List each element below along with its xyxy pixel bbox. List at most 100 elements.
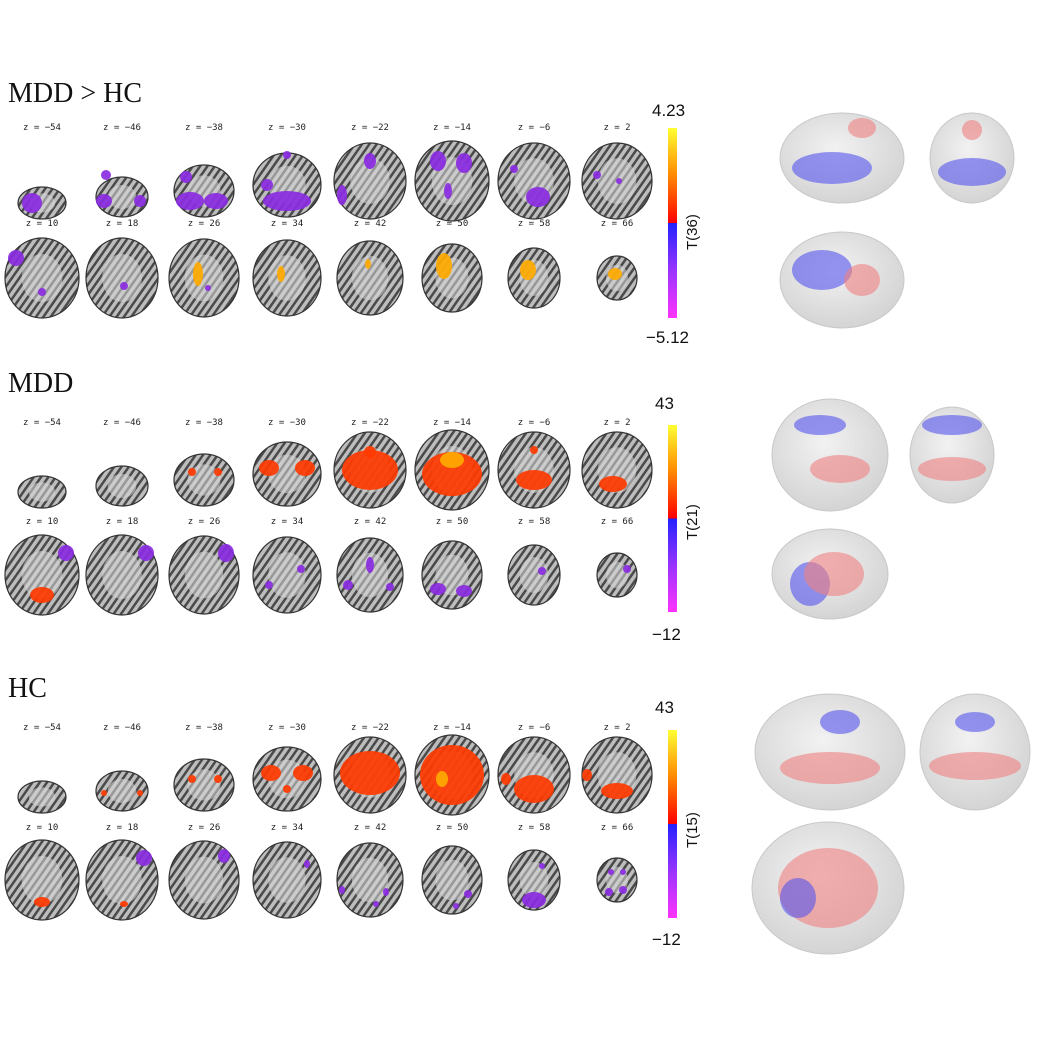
slice-label: z = −22 [351,418,389,428]
brain-slice: z = −46 [95,123,149,218]
brain-slice: z = 58 [507,219,561,309]
slice-label: z = 66 [601,823,634,833]
activation-cluster [204,193,228,209]
slice-label: z = −38 [185,723,223,733]
activation-cluster [526,187,550,207]
brain-slice: z = 66 [596,823,638,903]
activation-cluster [297,565,305,573]
slice-label: z = 42 [354,219,387,229]
colorbar [668,128,677,318]
activation-cluster [101,170,111,180]
activation-cluster [364,446,376,458]
panel-title: MDD > HC [8,78,143,109]
activation-cluster [343,580,353,590]
activation-cluster [792,250,852,290]
glass-brain-render [779,112,905,204]
activation-cluster [516,470,552,490]
activation-cluster [101,790,107,796]
activation-cluster [780,878,816,918]
brain-slice: z = −54 [17,418,67,509]
brain-slice: z = 18 [85,219,159,319]
slice-label: z = −54 [23,418,61,428]
activation-cluster [214,468,222,476]
activation-cluster [8,250,24,266]
slice-label: z = −46 [103,418,141,428]
colorbar [668,730,677,918]
slice-label: z = 2 [603,723,630,733]
activation-cluster [58,545,74,561]
brain-slice: z = −22 [333,123,407,220]
activation-cluster [218,849,230,863]
slice-label: z = −6 [518,723,551,733]
slice-label: z = −22 [351,723,389,733]
activation-cluster [608,268,622,280]
activation-cluster [436,771,448,787]
slice-label: z = 58 [518,219,551,229]
activation-cluster [218,544,234,562]
activation-cluster [780,752,880,784]
slice-label: z = 34 [271,219,304,229]
activation-cluster [593,171,601,179]
activation-cluster [456,585,472,597]
activation-cluster [510,165,518,173]
activation-cluster [436,253,452,279]
activation-cluster [605,888,613,896]
activation-cluster [456,153,472,173]
activation-cluster [295,460,315,476]
slice-label: z = 10 [26,823,59,833]
brain-slice: z = −6 [497,123,571,220]
activation-cluster [120,282,128,290]
activation-cluster [501,773,511,785]
colorbar-min: −12 [652,625,681,644]
activation-cluster [214,775,222,783]
activation-cluster [96,194,112,208]
slice-label: z = 26 [188,517,221,527]
activation-cluster [366,557,374,573]
activation-cluster [373,901,379,907]
activation-cluster [364,153,376,169]
slice-label: z = −54 [23,723,61,733]
slice-label: z = 66 [601,219,634,229]
brain-slice: z = −30 [252,418,322,507]
brain-slice: z = 34 [252,219,322,317]
activation-cluster [420,745,484,805]
activation-cluster [337,185,347,205]
activation-cluster [599,476,627,492]
slice-label: z = −38 [185,418,223,428]
slice-label: z = −6 [518,418,551,428]
activation-cluster [137,790,143,796]
activation-cluster [383,888,389,896]
activation-cluster [440,452,464,468]
activation-cluster [620,869,626,875]
slice-label: z = −30 [268,418,306,428]
slice-label: z = 2 [603,418,630,428]
brain-slice: z = 50 [421,219,483,313]
activation-cluster [848,118,876,138]
brain-slice: z = 2 [581,418,653,509]
slice-label: z = −46 [103,723,141,733]
activation-cluster [422,452,482,496]
activation-cluster [844,264,880,296]
brain-slice: z = 58 [507,517,561,606]
activation-cluster [616,178,622,184]
brain-slice: z = 18 [85,823,159,921]
slice-label: z = 50 [436,517,469,527]
activation-cluster [386,583,394,591]
slice-label: z = −22 [351,123,389,133]
colorbar-min: −12 [652,930,681,949]
brain-slice: z = 10 [4,517,80,616]
slice-label: z = −6 [518,123,551,133]
brain-slice: z = −30 [252,123,322,218]
slice-label: z = 42 [354,517,387,527]
slice-label: z = 50 [436,823,469,833]
brain-slice: z = −54 [17,723,67,814]
brain-slice: z = 50 [421,517,483,610]
brain-slice: z = −38 [173,418,235,507]
activation-cluster [293,765,313,781]
activation-cluster [520,260,536,280]
activation-cluster [929,752,1021,780]
brain-slice: z = −22 [333,723,407,814]
brain-slice: z = 66 [596,219,638,301]
activation-cluster [22,193,42,213]
